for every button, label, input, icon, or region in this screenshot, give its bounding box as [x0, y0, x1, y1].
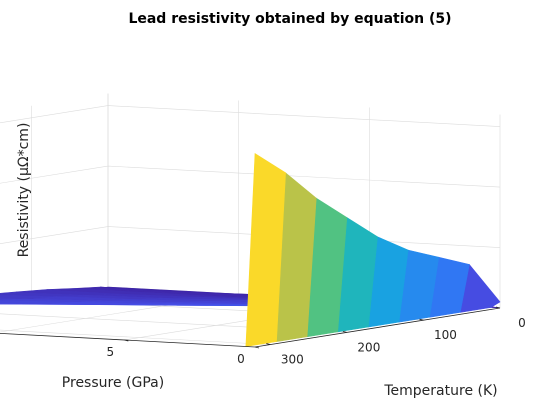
y-tick-label: 5 [107, 345, 115, 359]
y-tick-mark [124, 339, 129, 342]
x-tick-label: 100 [434, 328, 457, 342]
x-tick-mark [266, 343, 271, 345]
axes-box [0, 307, 501, 348]
y-tick-mark [254, 346, 260, 349]
grid-line-z [0, 165, 501, 188]
x-tick-mark [495, 306, 501, 309]
x-axis-line [254, 307, 501, 348]
chart-title: Lead resistivity obtained by equation (5… [128, 11, 451, 27]
y-axis-label: Pressure (GPa) [62, 375, 164, 391]
x-axis-label: Temperature (K) [383, 383, 497, 399]
x-tick-label: 200 [357, 340, 380, 354]
y-tick-label: 0 [237, 352, 245, 366]
surface-layer [0, 152, 501, 347]
x-tick-label: 300 [281, 353, 304, 367]
z-axis-label: Resistivity (μΩ*cm) [16, 123, 32, 258]
y-axis-line [0, 332, 256, 348]
surface-edge-patch [245, 152, 286, 347]
x-tick-label: 0 [518, 316, 526, 330]
tick-layer: 0100200300051015050100150 [107, 306, 526, 367]
grid-line-z [0, 105, 501, 127]
x-tick-mark [419, 318, 424, 321]
x-tick-mark [342, 330, 347, 333]
